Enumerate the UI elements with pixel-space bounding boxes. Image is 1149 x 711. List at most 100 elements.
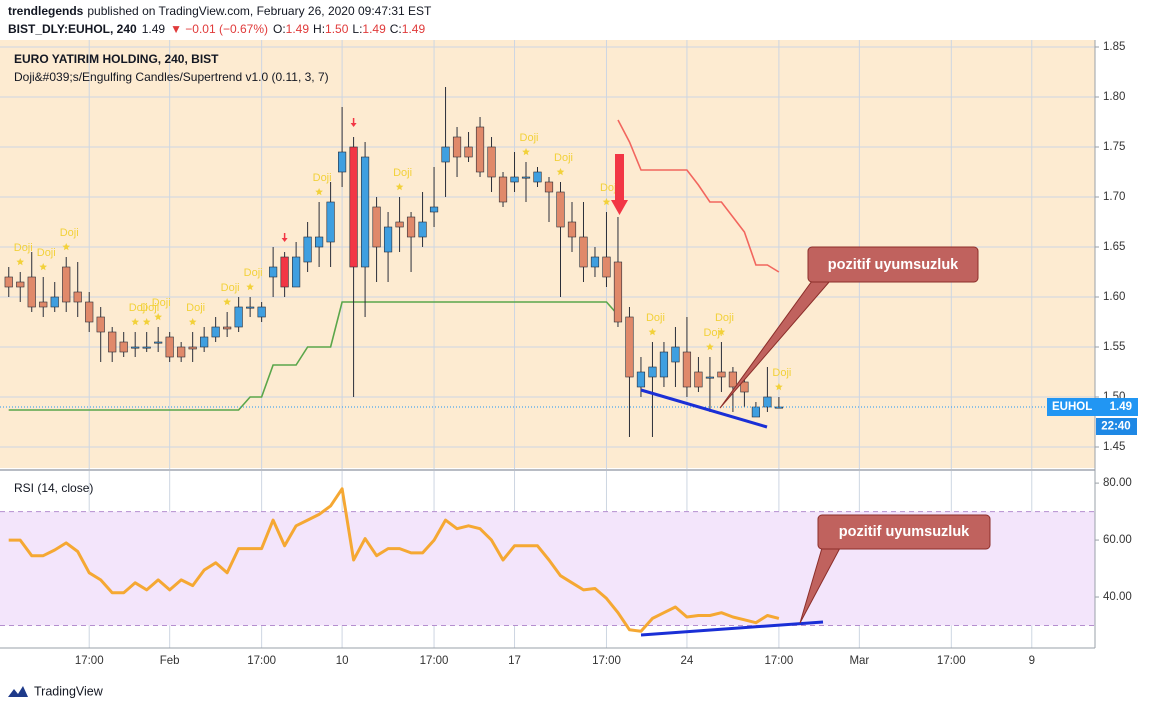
candle-body <box>751 406 760 418</box>
candle-body <box>728 371 738 388</box>
rsi-line <box>8 487 780 633</box>
doji-star <box>556 168 565 176</box>
candle-body <box>372 206 381 248</box>
candle-body <box>429 206 439 213</box>
candle-body <box>131 346 140 349</box>
candle-body <box>269 266 278 278</box>
ohlc-label: C: <box>390 22 402 36</box>
candle-body <box>544 181 554 193</box>
callout-text: pozitif uyumsuzluk <box>839 524 970 540</box>
candle-body <box>188 346 197 350</box>
candle-body <box>671 346 680 363</box>
candle-body <box>717 371 726 378</box>
x-tick-label: 9 <box>1029 655 1035 667</box>
y-tick-label: 1.70 <box>1103 191 1125 203</box>
candle-body <box>257 306 266 318</box>
x-tick-label: 24 <box>681 655 694 667</box>
doji-star <box>648 328 657 336</box>
doji-label: Doji <box>140 302 159 314</box>
doji-label: Doji <box>221 282 240 294</box>
countdown-box <box>1096 418 1137 435</box>
candle-body <box>326 201 335 243</box>
candle-body <box>464 146 473 158</box>
doji-star <box>142 318 151 326</box>
candle-body <box>613 261 623 323</box>
candle-body <box>119 341 128 353</box>
candle-body <box>659 351 669 378</box>
x-tick-label: 10 <box>336 655 349 667</box>
doji-label: Doji <box>60 227 79 239</box>
doji-label: Doji <box>313 172 332 184</box>
doji-label: Doji <box>554 152 573 164</box>
x-tick-label: 17:00 <box>765 655 794 667</box>
candle-body <box>303 236 312 263</box>
x-tick-label: 17 <box>508 655 521 667</box>
symbol: BIST_DLY:EUHOL, 240 <box>8 22 137 36</box>
doji-star <box>246 283 254 291</box>
indicator-title: Doji&#039;s/Engulfing Candles/Supertrend… <box>14 70 329 84</box>
y-tick-label: 1.60 <box>1103 291 1125 303</box>
published: published on TradingView.com, February 2… <box>87 4 432 18</box>
supertrend-line <box>8 301 619 411</box>
doji-label: Doji <box>244 267 263 279</box>
candle-body <box>648 366 657 378</box>
candle-body <box>533 171 542 183</box>
callout: pozitif uyumsuzluk <box>719 246 979 409</box>
candle-body <box>27 276 36 308</box>
candle-body <box>625 316 634 378</box>
candle-body <box>602 256 611 278</box>
candle-body <box>200 336 209 348</box>
candle-body <box>292 256 301 288</box>
candle-body <box>142 346 151 349</box>
candle-body <box>395 221 404 228</box>
candle-body <box>223 326 232 330</box>
countdown: 22:40 <box>1101 421 1130 433</box>
doji-star <box>602 198 611 206</box>
candle-body <box>39 301 48 308</box>
price-tag-symbol: EUHOL <box>1052 401 1092 413</box>
candle-body <box>475 126 485 173</box>
y-tick-label: 1.85 <box>1103 41 1125 53</box>
candle-body <box>740 381 749 393</box>
candle-body <box>338 151 347 173</box>
y-tick-label: 1.55 <box>1103 341 1125 353</box>
candle-body <box>406 216 416 238</box>
ohlc-value: 1.49 <box>402 22 426 36</box>
candle-body <box>211 326 220 338</box>
doji-label: Doji <box>37 247 56 259</box>
candle-body <box>360 156 370 268</box>
candle-body <box>498 176 508 203</box>
author: trendlegends <box>8 4 84 18</box>
candle-body <box>383 226 393 253</box>
x-tick-label: Feb <box>160 655 180 667</box>
chart-title: EURO YATIRIM HOLDING, 240, BIST <box>14 52 219 66</box>
candle-body <box>705 376 715 379</box>
candle-body <box>154 341 163 344</box>
candle-body <box>590 256 600 268</box>
doji-label: Doji <box>520 132 539 144</box>
y-tick-label: 1.65 <box>1103 241 1125 253</box>
doji-star <box>522 148 530 156</box>
candle-body <box>567 221 577 238</box>
y-tick-label: 40.00 <box>1103 591 1132 603</box>
brand: TradingView <box>34 684 104 698</box>
candle-body <box>579 236 588 268</box>
callout-text: pozitif uyumsuzluk <box>828 257 959 273</box>
candle-body <box>487 146 496 178</box>
candle-body <box>452 136 462 158</box>
doji-star <box>154 313 162 321</box>
ohlc-value: 1.49 <box>362 22 386 36</box>
candle-body <box>177 346 186 358</box>
candle-body <box>246 306 255 309</box>
x-tick-label: 17:00 <box>247 655 276 667</box>
doji-label: Doji <box>152 297 171 309</box>
candle-body <box>96 316 105 333</box>
doji-star <box>395 183 404 191</box>
doji-star <box>706 343 714 351</box>
doji-star <box>62 243 70 251</box>
rsi-title: RSI (14, close) <box>14 481 93 495</box>
candle-body <box>73 291 82 303</box>
candle-body <box>521 176 531 179</box>
